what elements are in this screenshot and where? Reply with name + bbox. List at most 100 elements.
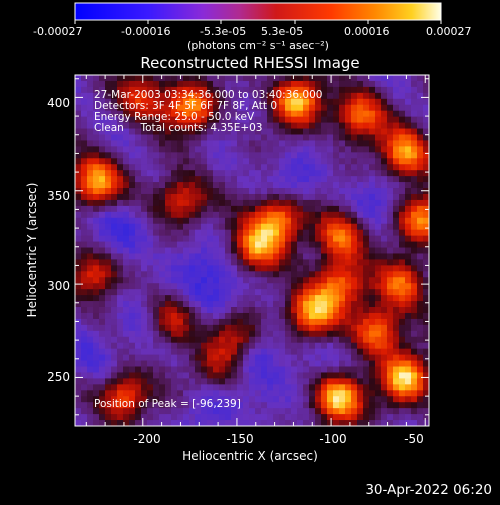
heatmap-cell <box>333 342 340 350</box>
heatmap-cell <box>111 336 118 344</box>
heatmap-cell <box>75 104 82 112</box>
heatmap-cell <box>105 271 112 278</box>
heatmap-cell <box>369 301 376 308</box>
heatmap-cell <box>399 307 406 314</box>
heatmap-cell <box>375 80 382 88</box>
heatmap-cell <box>81 289 88 296</box>
heatmap-cell <box>321 104 328 112</box>
heatmap-cell <box>321 116 328 123</box>
heatmap-cell <box>321 134 328 141</box>
heatmap-cell <box>411 86 418 94</box>
heatmap-cell <box>273 199 280 207</box>
heatmap-cell <box>141 408 148 415</box>
heatmap-cell <box>201 164 208 171</box>
heatmap-cell <box>345 146 352 153</box>
heatmap-cell <box>117 277 124 284</box>
heatmap-cell <box>369 253 376 260</box>
heatmap-cell <box>285 318 292 326</box>
heatmap-cell <box>363 295 370 302</box>
heatmap-cell <box>99 104 106 112</box>
heatmap-cell <box>255 211 262 219</box>
heatmap-cell <box>297 301 304 308</box>
heatmap-cell <box>105 104 112 112</box>
heatmap-cell <box>195 378 202 385</box>
heatmap-cell <box>411 164 418 171</box>
heatmap-cell <box>309 182 316 189</box>
heatmap-cell <box>147 253 154 260</box>
heatmap-cell <box>393 289 400 296</box>
heatmap-cell <box>357 259 364 266</box>
heatmap-cell <box>381 414 388 421</box>
heatmap-cell <box>201 247 208 254</box>
heatmap-cell <box>273 414 280 421</box>
heatmap-cell <box>249 158 256 165</box>
heatmap-cell <box>243 330 250 338</box>
heatmap-cell <box>243 170 250 177</box>
heatmap-cell <box>327 158 334 165</box>
heatmap-cell <box>381 176 388 183</box>
heatmap-cell <box>291 324 298 332</box>
heatmap-cell <box>243 152 250 159</box>
heatmap-cell <box>147 277 154 284</box>
heatmap-cell <box>339 229 346 237</box>
heatmap-cell <box>333 330 340 338</box>
heatmap-cell <box>93 271 100 278</box>
heatmap-cell <box>273 301 280 308</box>
heatmap-cell <box>201 289 208 296</box>
heatmap-cell <box>141 420 148 427</box>
heatmap-cell <box>123 384 130 391</box>
heatmap-cell <box>399 253 406 260</box>
heatmap-cell <box>111 414 118 421</box>
heatmap-cell <box>129 295 136 302</box>
heatmap-cell <box>411 92 418 100</box>
heatmap-cell <box>207 408 214 415</box>
heatmap-cell <box>261 265 268 272</box>
heatmap-cell <box>243 271 250 278</box>
heatmap-cell <box>375 312 382 320</box>
heatmap-cell <box>189 193 196 201</box>
heatmap-cell <box>117 122 124 129</box>
heatmap-cell <box>153 372 160 379</box>
heatmap-cell <box>279 86 286 94</box>
heatmap-cell <box>375 164 382 171</box>
heatmap-cell <box>411 182 418 189</box>
heatmap-cell <box>207 259 214 266</box>
heatmap-cell <box>81 259 88 266</box>
heatmap-cell <box>333 277 340 284</box>
heatmap-cell <box>201 75 208 82</box>
heatmap-cell <box>165 360 172 367</box>
heatmap-cell <box>177 283 184 290</box>
heatmap-cell <box>315 116 322 123</box>
heatmap-cell <box>279 122 286 129</box>
heatmap-cell <box>357 354 364 361</box>
heatmap-cell <box>183 414 190 421</box>
heatmap-cell <box>195 384 202 391</box>
heatmap-cell <box>117 390 124 397</box>
heatmap-cell <box>249 80 256 88</box>
heatmap-cell <box>279 176 286 183</box>
heatmap-cell <box>147 366 154 373</box>
heatmap-cell <box>333 360 340 367</box>
heatmap-cell <box>117 360 124 367</box>
heatmap-cell <box>135 86 142 94</box>
heatmap-cell <box>87 116 94 123</box>
heatmap-cell <box>243 223 250 231</box>
heatmap-cell <box>417 152 424 159</box>
heatmap-cell <box>357 318 364 326</box>
heatmap-cell <box>285 271 292 278</box>
heatmap-cell <box>225 146 232 153</box>
y-tick-label: 300 <box>47 279 70 293</box>
heatmap-cell <box>261 283 268 290</box>
heatmap-cell <box>273 188 280 195</box>
heatmap-cell <box>159 247 166 254</box>
heatmap-cell <box>267 152 274 159</box>
heatmap-cell <box>153 193 160 201</box>
heatmap-cell <box>363 116 370 123</box>
heatmap-cell <box>387 259 394 266</box>
heatmap-cell <box>165 312 172 320</box>
heatmap-cell <box>177 128 184 135</box>
heatmap-cell <box>135 289 142 296</box>
heatmap-cell <box>411 253 418 260</box>
heatmap-cell <box>183 122 190 129</box>
heatmap-cell <box>141 110 148 118</box>
